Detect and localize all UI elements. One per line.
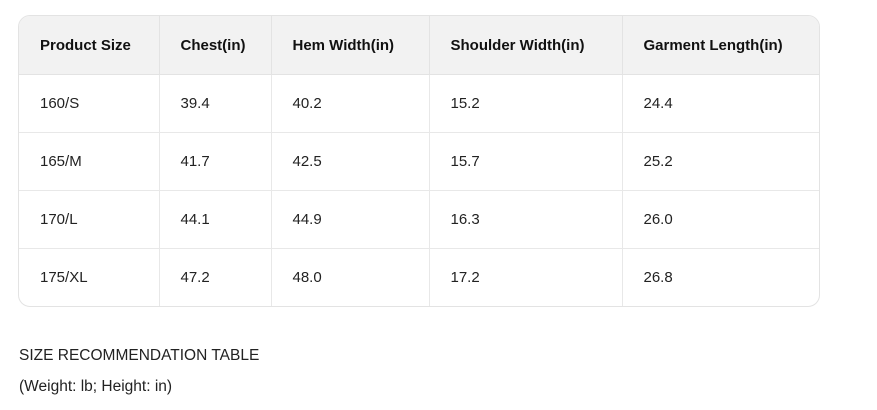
- size-table-container: Product Size Chest(in) Hem Width(in) Should…: [18, 15, 820, 307]
- table-cell: 41.7: [159, 132, 272, 191]
- table-cell: 39.4: [159, 74, 272, 133]
- column-header: Hem Width(in): [271, 16, 430, 75]
- table-cell: 16.3: [429, 190, 623, 249]
- table-cell: 48.0: [271, 248, 430, 306]
- column-header: Garment Length(in): [622, 16, 819, 75]
- table-cell: 40.2: [271, 74, 430, 133]
- size-chart-table: Product Size Chest(in) Hem Width(in) Should…: [19, 16, 819, 306]
- table-cell: 165/M: [19, 132, 160, 191]
- table-row: 160/S 39.4 40.2 15.2 24.4: [19, 74, 819, 133]
- table-cell: 24.4: [622, 74, 819, 133]
- table-cell: 15.2: [429, 74, 623, 133]
- table-cell: 17.2: [429, 248, 623, 306]
- units-note: (Weight: lb; Height: in): [19, 378, 173, 395]
- table-row: 175/XL 47.2 48.0 17.2 26.8: [19, 248, 819, 306]
- table-cell: 15.7: [429, 132, 623, 191]
- column-header: Product Size: [19, 16, 160, 75]
- size-recommendation-title: SIZE RECOMMENDATION TABLE: [19, 347, 260, 364]
- table-cell: 47.2: [159, 248, 272, 306]
- table-header-row: Product Size Chest(in) Hem Width(in) Should…: [19, 16, 819, 75]
- table-cell: 175/XL: [19, 248, 160, 306]
- table-cell: 26.8: [643, 269, 673, 286]
- column-header: Chest(in): [159, 16, 272, 75]
- table-row: 165/M 41.7 42.5 15.7 25.2: [19, 132, 819, 191]
- table-cell: 44.1: [159, 190, 272, 249]
- table-row: 170/L 44.1 44.9 16.3 26.0: [19, 190, 819, 249]
- column-header: Shoulder Width(in): [429, 16, 623, 75]
- table-cell: 160/S: [19, 74, 160, 133]
- table-cell: 26.0: [622, 190, 819, 249]
- table-cell: 25.2: [622, 132, 819, 191]
- table-cell: 42.5: [271, 132, 430, 191]
- table-cell: 170/L: [19, 190, 160, 249]
- table-cell: 44.9: [271, 190, 430, 249]
